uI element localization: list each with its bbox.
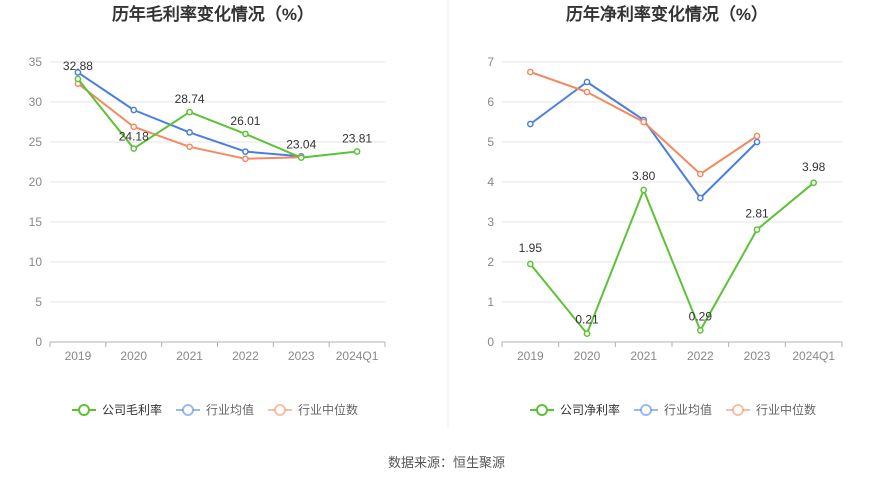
legend-marker-industry_avg (182, 404, 194, 416)
data-label: 24.18 (119, 130, 149, 144)
data-point-company (353, 148, 361, 155)
legend-marker-industry_median (732, 404, 744, 416)
data-label: 3.98 (802, 160, 826, 174)
data-point-company (696, 327, 704, 334)
data-point-industry_median (640, 118, 648, 126)
y-tick-label: 1 (487, 295, 494, 309)
y-tick-label: 35 (29, 55, 43, 69)
legend-label-company: 公司毛利率 (102, 402, 162, 417)
chart-title: 历年净利率变化情况（%） (566, 4, 768, 24)
data-point-company (297, 154, 305, 162)
data-point-industry_avg (526, 120, 534, 128)
data-point-industry_avg (130, 106, 138, 114)
legend-label-company: 公司净利率 (560, 402, 620, 417)
data-label: 0.29 (689, 309, 713, 323)
x-tick-label: 2020 (574, 349, 601, 363)
y-tick-label: 20 (29, 175, 43, 189)
data-point-company (242, 130, 249, 138)
data-point-company (583, 330, 591, 337)
data-point-company (753, 226, 761, 233)
y-tick-label: 30 (29, 95, 43, 109)
y-tick-label: 10 (29, 255, 43, 269)
x-tick-label: 2022 (687, 349, 714, 363)
x-tick-label: 2021 (630, 349, 657, 363)
y-tick-label: 7 (487, 55, 494, 69)
y-tick-label: 3 (487, 215, 494, 229)
x-tick-label: 2022 (232, 349, 259, 363)
gross-margin-chart: 历年毛利率变化情况（%） 0 5 10 15 20 25 30 35 2019 2020 2021 20… (29, 4, 386, 417)
data-label: 23.81 (342, 132, 372, 146)
data-source-note: 数据来源：恒生聚源 (387, 455, 505, 470)
x-tick-label: 2020 (120, 349, 147, 363)
data-point-company (74, 75, 82, 83)
legend-label-industry_avg: 行业均值 (206, 402, 254, 417)
data-label: 3.80 (632, 169, 656, 183)
data-label: 26.01 (230, 114, 260, 128)
data-point-industry_median (753, 132, 761, 140)
legend-marker-company (78, 404, 90, 416)
data-point-industry_avg (74, 69, 82, 76)
x-tick-label: 2024Q1 (792, 349, 835, 363)
y-tick-label: 15 (29, 215, 43, 229)
series-line-company (77, 78, 358, 159)
data-point-industry_avg (583, 78, 591, 86)
x-tick-label: 2023 (744, 349, 771, 363)
data-point-company (186, 108, 193, 116)
data-point-industry_median (130, 123, 138, 131)
data-point-company (810, 179, 818, 187)
y-tick-label: 25 (29, 135, 43, 149)
legend-marker-industry_avg (640, 404, 652, 416)
data-point-industry_median (583, 88, 591, 96)
data-point-industry_avg (186, 129, 193, 136)
data-point-company (130, 145, 138, 152)
data-point-industry_avg (696, 194, 704, 202)
x-tick-label: 2019 (517, 349, 544, 363)
data-point-industry_median (186, 143, 193, 151)
data-point-industry_avg (242, 148, 249, 155)
legend-label-industry_median: 行业中位数 (756, 402, 816, 417)
x-tick-label: 2024Q1 (336, 349, 379, 363)
y-tick-label: 4 (487, 175, 494, 189)
data-point-company (526, 260, 534, 268)
data-point-industry_median (526, 68, 534, 76)
data-label: 28.74 (175, 92, 205, 106)
y-tick-label: 0 (487, 335, 494, 349)
legend-label-industry_avg: 行业均值 (664, 402, 712, 417)
data-point-company (640, 186, 648, 194)
y-tick-label: 6 (487, 95, 494, 109)
net-margin-chart: 历年净利率变化情况（%） 0 1 2 3 4 5 6 7 2019 2020 2021 2022 2023… (487, 4, 843, 417)
data-point-industry_median (696, 170, 704, 178)
legend-marker-industry_median (274, 404, 286, 416)
x-tick-label: 2021 (176, 349, 203, 363)
data-point-industry_avg (753, 138, 761, 146)
data-label: 0.21 (575, 313, 599, 327)
series-line-company (529, 182, 815, 335)
legend-marker-company (536, 404, 548, 416)
y-tick-label: 0 (35, 335, 42, 349)
chart-title: 历年毛利率变化情况（%） (112, 4, 314, 24)
y-tick-label: 2 (487, 255, 494, 269)
data-label: 32.88 (63, 59, 93, 73)
data-label: 23.04 (286, 138, 316, 152)
y-tick-label: 5 (35, 295, 42, 309)
y-tick-label: 5 (487, 135, 494, 149)
data-point-industry_median (242, 155, 249, 163)
x-tick-label: 2023 (288, 349, 315, 363)
data-label: 2.81 (745, 207, 769, 221)
legend-label-industry_median: 行业中位数 (298, 402, 358, 417)
data-label: 1.95 (519, 241, 543, 255)
x-tick-label: 2019 (65, 349, 92, 363)
